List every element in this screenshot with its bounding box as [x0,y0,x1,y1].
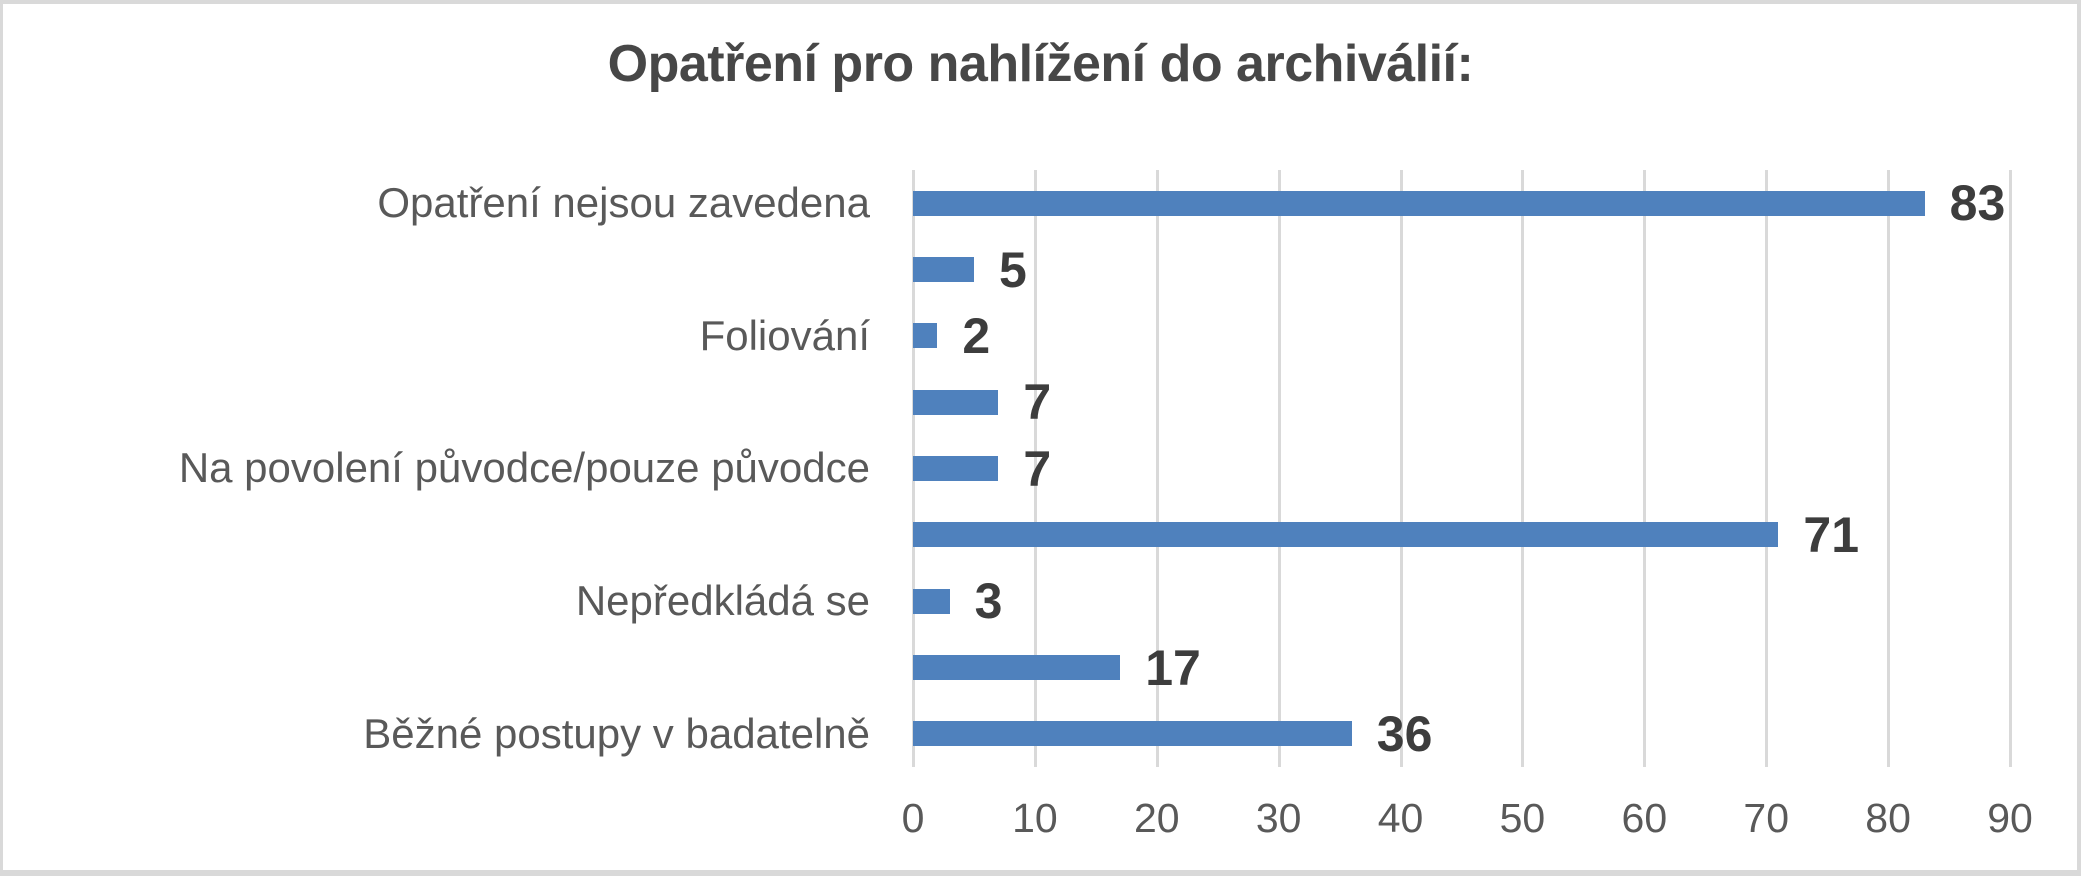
x-tick-label: 90 [1987,795,2033,841]
value-label: 17 [1145,639,1201,696]
category-label: Nepředkládá se [575,577,870,624]
bar [913,522,1779,548]
x-tick-label: 20 [1133,795,1180,841]
value-label: 36 [1376,705,1433,762]
value-label: 7 [1023,374,1052,431]
gridline [1643,170,1647,767]
gridline [1399,170,1403,767]
category-label: Běžné postupy v badatelně [363,709,870,757]
gridline [1887,170,1891,767]
bar [913,389,999,415]
gridline [1033,170,1037,767]
category-label: Foliování [699,311,870,359]
category-label: Na povolení původce/pouze původce [178,444,870,492]
x-tick-label: 70 [1743,795,1790,841]
gridline [1277,170,1281,767]
x-tick-label: 10 [1012,795,1058,841]
bar [913,655,1121,680]
x-tick-label: 40 [1377,795,1424,841]
gridline [2009,170,2012,767]
value-label: 83 [1949,175,2006,232]
plot-area: 83 5 2 7 7 71 3 17 36 [912,170,2012,767]
bar [913,323,938,349]
value-label: 71 [1803,506,1860,563]
x-tick-label: 0 [901,795,925,841]
bar [913,588,950,614]
gridline [1155,170,1159,767]
value-label: 7 [1023,440,1052,497]
x-tick-label: 30 [1255,795,1302,841]
gridline [1521,170,1525,767]
x-tick-label: 80 [1865,795,1911,841]
bar [913,190,1925,216]
value-label: 2 [962,307,991,364]
value-label: 5 [998,241,1027,298]
category-label: Opatření nejsou zavedena [377,179,870,226]
category-axis: Opatření nejsou zavedena Foliování Na povo… [0,0,870,876]
value-label: 3 [974,573,1003,630]
bar [913,721,1352,747]
bar [913,456,999,481]
x-tick-label: 60 [1621,795,1668,841]
x-tick-label: 50 [1499,795,1546,841]
bar [913,257,974,282]
chart-title: Opatření pro nahlížení do archiválií: [607,35,1474,93]
gridline [1765,170,1769,767]
